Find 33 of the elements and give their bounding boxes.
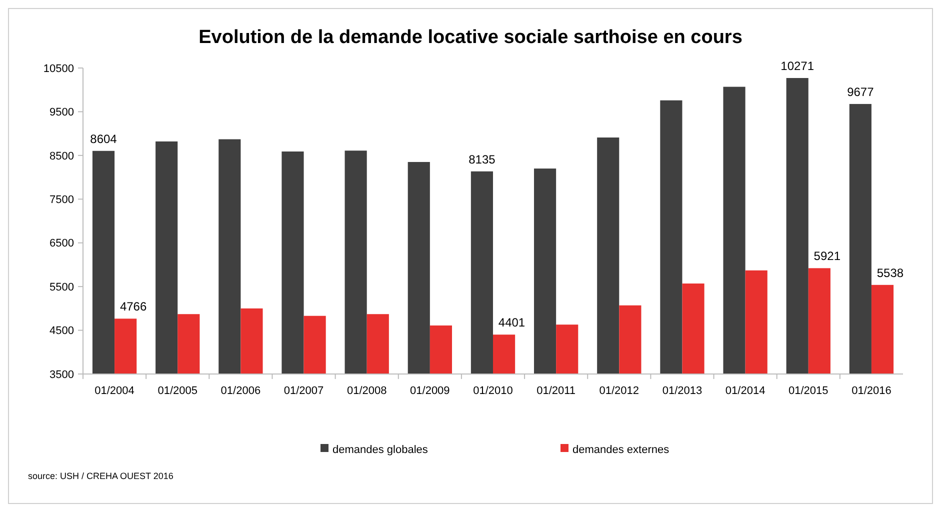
data-label: 9677 — [847, 84, 874, 99]
x-tick-label: 01/2013 — [662, 385, 702, 397]
x-tick-label: 01/2011 — [536, 385, 576, 397]
y-tick-label: 4500 — [50, 325, 74, 338]
y-tick-label: 7500 — [50, 194, 74, 206]
legend-label: demandes globales — [332, 444, 428, 456]
data-label: 4401 — [498, 316, 526, 330]
x-tick-label: 01/2007 — [284, 385, 324, 397]
x-tick-label: 01/2015 — [788, 385, 828, 397]
x-tick-label: 01/2014 — [725, 385, 766, 397]
data-label: 8135 — [468, 152, 496, 166]
x-tick-label: 01/2005 — [158, 385, 198, 397]
source-note: source: USH / CREHA OUEST 2016 — [28, 471, 174, 481]
data-label: 4766 — [120, 300, 147, 314]
y-tick-label: 6500 — [50, 238, 74, 250]
x-tick-label: 01/2009 — [410, 385, 450, 397]
chart-title: Evolution de la demande locative sociale sarthoise en cours — [198, 27, 742, 48]
x-tick-label: 01/2004 — [94, 385, 134, 397]
y-tick-label: 3500 — [50, 368, 74, 381]
data-label: 5921 — [814, 249, 841, 264]
y-tick-label: 9500 — [50, 106, 74, 119]
data-label: 8604 — [90, 132, 118, 146]
x-tick-label: 01/2008 — [346, 385, 387, 397]
x-tick-label: 01/2006 — [220, 385, 261, 397]
y-tick-label: 8500 — [50, 150, 74, 162]
data-label: 5538 — [876, 266, 904, 280]
x-tick-label: 01/2010 — [473, 385, 513, 397]
x-tick-label: 01/2012 — [599, 385, 640, 397]
data-label: 10271 — [780, 59, 814, 74]
y-tick-label: 5500 — [50, 281, 74, 294]
legend-label: demandes externes — [572, 444, 670, 456]
x-tick-label: 01/2016 — [852, 385, 892, 397]
y-tick-label: 10500 — [43, 62, 74, 75]
